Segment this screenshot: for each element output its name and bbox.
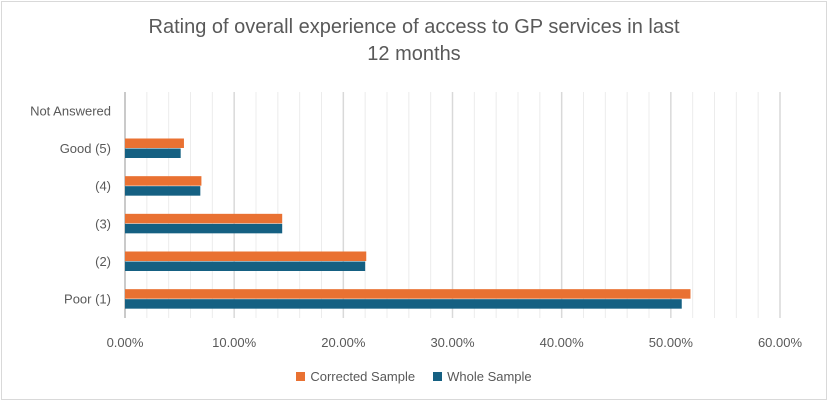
bar-whole: [125, 186, 201, 196]
legend-item-whole-sample: Whole Sample: [433, 369, 532, 384]
bar-whole: [125, 299, 682, 309]
y-tick-label: Poor (1): [64, 292, 111, 307]
x-tick-label: 0.00%: [107, 335, 144, 350]
x-tick-label: 50.00%: [649, 335, 694, 350]
bar-corrected: [125, 251, 367, 261]
bar-whole: [125, 148, 181, 158]
legend-label-whole: Whole Sample: [447, 369, 532, 384]
x-tick-label: 20.00%: [321, 335, 366, 350]
x-tick-label: 40.00%: [540, 335, 585, 350]
y-tick-label: Good (5): [60, 141, 111, 156]
y-tick-label: Not Answered: [30, 103, 111, 118]
bar-corrected: [125, 289, 691, 299]
y-tick-label: (3): [95, 216, 111, 231]
legend-label-corrected: Corrected Sample: [310, 369, 416, 384]
legend: Corrected Sample Whole Sample: [0, 369, 828, 384]
bar-corrected: [125, 213, 283, 224]
bar-whole: [125, 261, 366, 271]
legend-swatch-corrected: [296, 372, 306, 381]
chart-title: Rating of overall experience of access t…: [0, 14, 828, 68]
y-tick-label: (4): [95, 179, 111, 194]
x-tick-label: 60.00%: [758, 335, 803, 350]
bar-corrected: [125, 176, 202, 186]
legend-swatch-whole: [433, 372, 443, 381]
x-tick-label: 30.00%: [430, 335, 475, 350]
chart-title-line-1: Rating of overall experience of access t…: [148, 16, 680, 38]
bar-corrected: [125, 138, 184, 148]
chart-title-line-2: 12 months: [367, 43, 461, 65]
legend-item-corrected-sample: Corrected Sample: [296, 369, 415, 384]
x-tick-label: 10.00%: [212, 335, 257, 350]
bar-whole: [125, 223, 283, 234]
y-tick-label: (2): [95, 254, 111, 269]
